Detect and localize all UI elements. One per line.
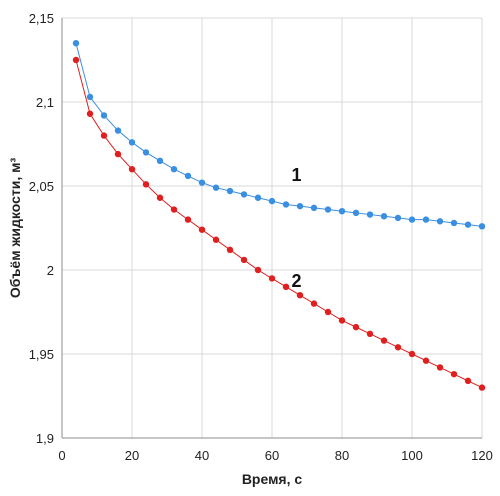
data-point [282, 283, 290, 290]
data-point [128, 166, 136, 173]
data-point [450, 219, 458, 227]
data-point [72, 56, 80, 64]
data-point [324, 206, 332, 213]
data-point [268, 197, 276, 205]
data-point [352, 209, 360, 217]
data-point [198, 179, 206, 186]
data-point [86, 93, 94, 101]
data-point [310, 204, 318, 212]
data-point [72, 40, 80, 47]
data-point [436, 218, 444, 225]
data-point [394, 214, 402, 222]
data-point [86, 110, 94, 117]
series-2 [72, 56, 486, 391]
data-point [296, 292, 304, 299]
data-point [436, 364, 444, 371]
data-point [338, 208, 346, 215]
data-point [226, 246, 234, 254]
data-point [408, 216, 416, 223]
series-1 [72, 40, 486, 230]
data-point [114, 150, 122, 158]
data-point [268, 275, 276, 282]
data-point [366, 211, 374, 218]
data-point [380, 213, 388, 220]
data-point [422, 216, 430, 223]
x-tick-label: 80 [335, 448, 349, 463]
x-tick-label: 20 [125, 448, 139, 463]
data-point [212, 184, 220, 191]
y-tick-label: 2,1 [36, 95, 54, 110]
data-point [338, 317, 346, 324]
x-tick-label: 100 [401, 448, 423, 463]
data-point [296, 202, 304, 210]
data-point [464, 221, 472, 228]
data-point [240, 191, 248, 198]
data-point [184, 172, 192, 180]
data-point [254, 194, 262, 201]
y-axis-title: Объём жидкости, м³ [7, 158, 23, 299]
data-point [170, 206, 178, 213]
data-point [240, 256, 248, 264]
x-axis-title: Время, с [242, 471, 303, 487]
data-point [184, 216, 192, 223]
curve-label: 2 [291, 271, 301, 291]
data-point [352, 323, 360, 331]
data-point [408, 350, 416, 358]
data-point [128, 139, 136, 146]
data-point [142, 181, 150, 188]
data-point [450, 370, 458, 378]
curve-label: 1 [291, 165, 301, 185]
x-tick-label: 120 [471, 448, 493, 463]
x-tick-label: 60 [265, 448, 279, 463]
data-point [212, 236, 220, 243]
data-point [324, 308, 332, 316]
data-point [282, 201, 290, 208]
data-point [478, 223, 486, 230]
data-point [100, 112, 108, 119]
y-tick-label: 2,05 [29, 179, 54, 194]
y-tick-label: 2,15 [29, 11, 54, 26]
data-point [156, 194, 164, 201]
y-tick-label: 1,9 [36, 431, 54, 446]
data-point [170, 166, 178, 173]
data-point [142, 149, 150, 156]
data-point [198, 226, 206, 233]
data-point [394, 344, 402, 351]
data-point [464, 377, 472, 385]
data-point [226, 187, 234, 195]
data-point [380, 337, 388, 344]
data-point [156, 157, 164, 164]
x-tick-label: 0 [58, 448, 65, 463]
data-point [100, 132, 108, 139]
data-point [254, 266, 262, 274]
x-tick-label: 40 [195, 448, 209, 463]
data-point [366, 330, 374, 338]
y-tick-label: 2 [47, 263, 54, 278]
data-point [310, 300, 318, 307]
data-point [114, 127, 122, 134]
y-tick-label: 1,95 [29, 347, 54, 362]
data-point [422, 357, 430, 364]
data-point [478, 384, 486, 391]
